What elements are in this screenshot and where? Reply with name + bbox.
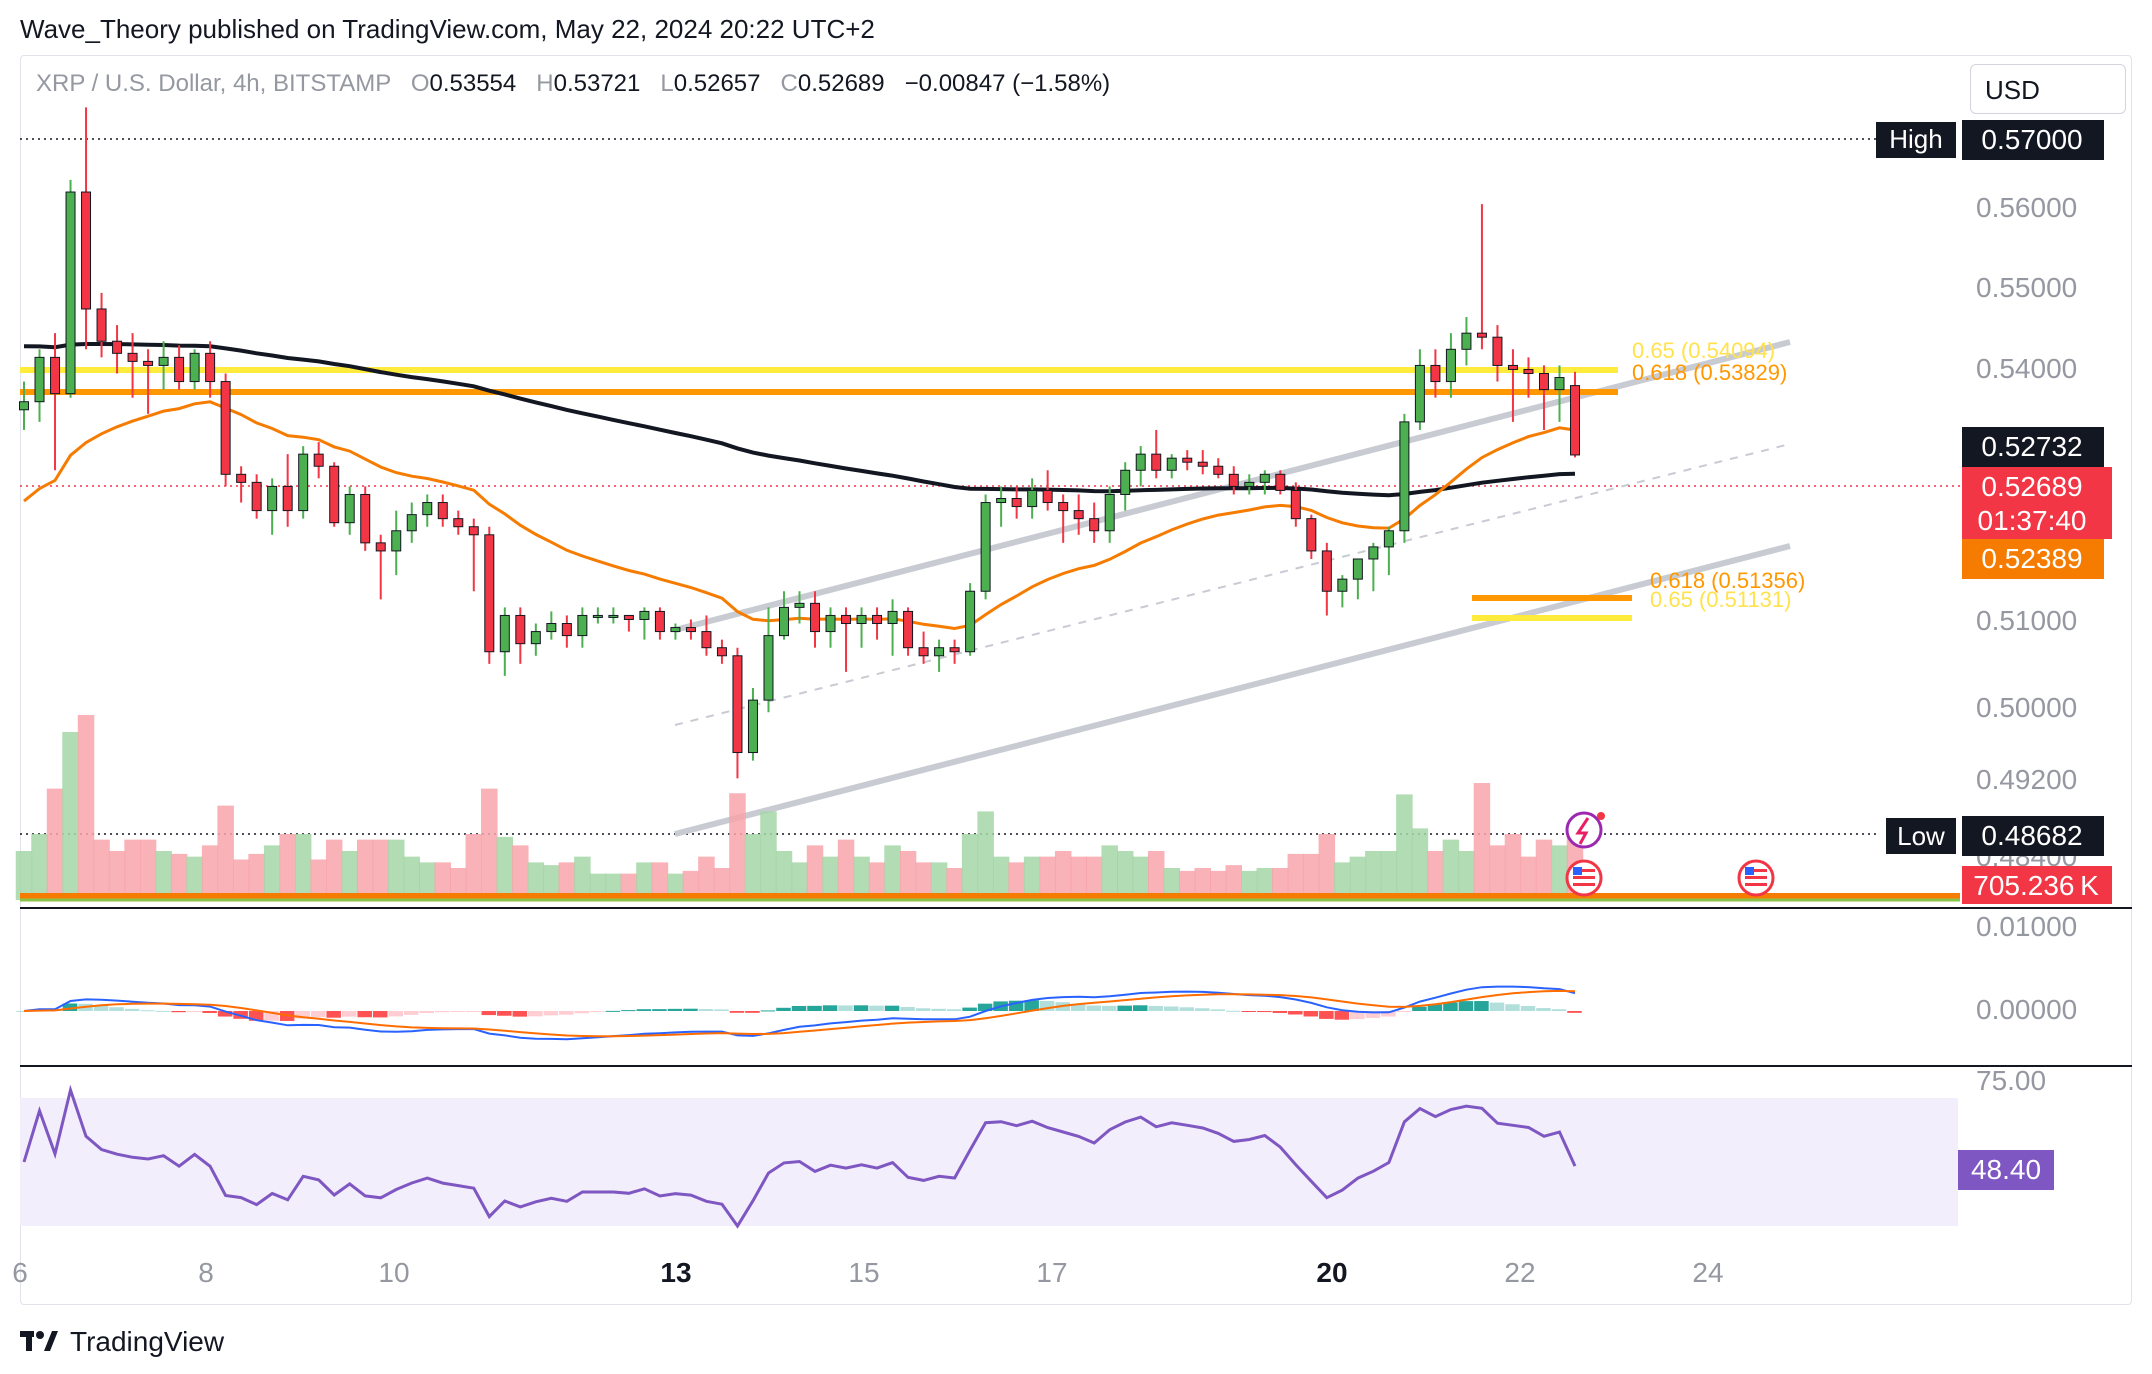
footer-brand[interactable]: TradingView	[20, 1326, 224, 1358]
tradingview-logo-icon	[20, 1331, 58, 1351]
high-label: H	[536, 70, 554, 97]
symbol-name[interactable]: XRP / U.S. Dollar, 4h, BITSTAMP	[36, 70, 391, 97]
high-value: 0.53721	[553, 70, 641, 97]
low-value: 0.52657	[673, 70, 761, 97]
publisher-line: Wave_Theory published on TradingView.com…	[20, 14, 875, 44]
footer-brand-text: TradingView	[70, 1326, 225, 1357]
low-label: L	[660, 70, 674, 97]
symbol-legend: XRP / U.S. Dollar, 4h, BITSTAMP O0.53554…	[36, 70, 1110, 98]
currency-button[interactable]: USD	[1970, 64, 2126, 114]
open-value: 0.53554	[429, 70, 517, 97]
close-label: C	[780, 70, 798, 97]
change-value: −0.00847 (−1.58%)	[904, 70, 1111, 97]
open-label: O	[410, 70, 430, 97]
chart-frame	[20, 55, 2132, 1305]
close-value: 0.52689	[797, 70, 885, 97]
